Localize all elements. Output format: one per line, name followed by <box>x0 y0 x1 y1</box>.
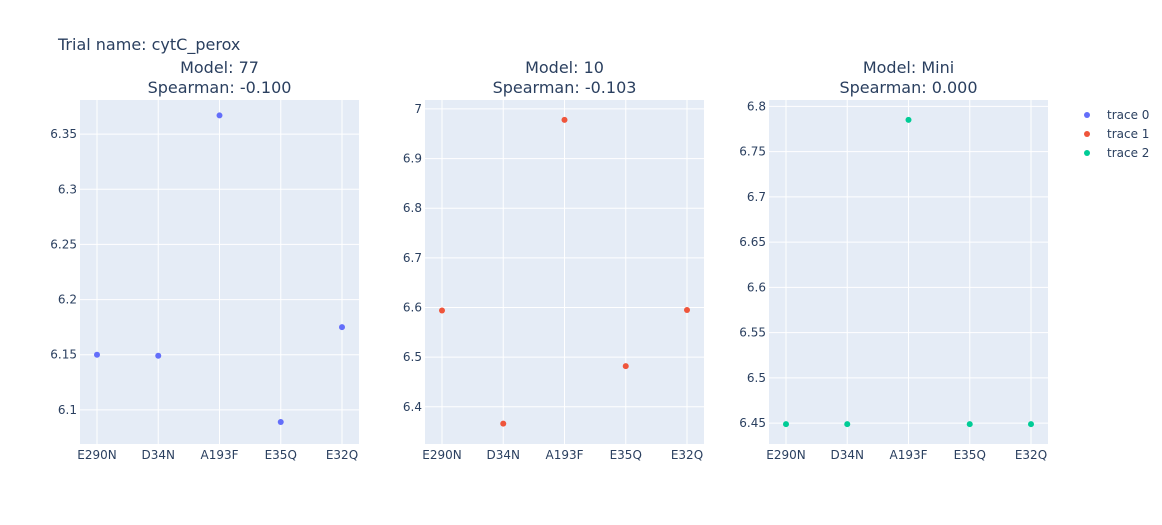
y-tick-label: 6.5 <box>403 350 422 364</box>
subplot-title: Model: Mini <box>863 58 954 77</box>
y-tick-label: 6.4 <box>403 400 422 414</box>
y-tick-label: 6.3 <box>58 182 77 196</box>
x-tick-label: E32Q <box>671 448 703 462</box>
y-tick-label: 6.75 <box>739 145 766 159</box>
y-tick-label: 6.8 <box>403 201 422 215</box>
legend-item-trace-1[interactable]: trace 1 <box>1084 127 1149 141</box>
data-point-A193F[interactable] <box>561 116 568 123</box>
data-point-A193F[interactable] <box>216 112 223 119</box>
x-tick-label: E290N <box>422 448 461 462</box>
x-tick-label: E290N <box>77 448 116 462</box>
data-point-E32Q[interactable] <box>1028 421 1034 428</box>
y-tick-label: 6.7 <box>403 251 422 265</box>
x-tick-label: E35Q <box>265 448 297 462</box>
legend-label: trace 1 <box>1107 127 1149 141</box>
legend-marker <box>1084 150 1090 156</box>
subplot-title: Model: 10 <box>525 58 604 77</box>
subplot-1: 6.1 6.15 6.2 6.25 6.3 6.35 E290N D34N A193F E35Q E… <box>50 58 359 462</box>
x-tick-label: A193F <box>545 448 583 462</box>
legend-item-trace-2[interactable]: trace 2 <box>1084 146 1149 160</box>
x-tick-label: D34N <box>142 448 176 462</box>
subplot-3: 6.45 6.5 6.55 6.6 6.65 6.7 6.75 6.8 E290N D34N A19… <box>739 58 1048 462</box>
data-point-E290N[interactable] <box>439 307 445 314</box>
x-tick-label: E290N <box>766 448 805 462</box>
y-tick-label: 6.5 <box>747 371 766 385</box>
subplot-subtitle: Spearman: 0.000 <box>839 78 977 97</box>
subplot-subtitle: Spearman: -0.103 <box>493 78 637 97</box>
legend-item-trace-0[interactable]: trace 0 <box>1084 108 1149 122</box>
legend-label: trace 0 <box>1107 108 1149 122</box>
y-tick-label: 6.8 <box>747 99 766 113</box>
subplots: 6.1 6.15 6.2 6.25 6.3 6.35 E290N D34N A193F E35Q E… <box>50 58 1048 462</box>
x-tick-label: D34N <box>487 448 521 462</box>
figure-title: Trial name: cytC_perox <box>57 35 240 55</box>
data-point-E35Q[interactable] <box>277 418 284 425</box>
subplot-title: Model: 77 <box>180 58 259 77</box>
data-point-D34N[interactable] <box>500 420 507 427</box>
y-tick-label: 6.45 <box>739 416 766 430</box>
y-tick-label: 6.55 <box>739 326 766 340</box>
x-tick-label: E35Q <box>954 448 986 462</box>
x-tick-label: E35Q <box>610 448 642 462</box>
y-tick-label: 6.65 <box>739 235 766 249</box>
y-tick-label: 7 <box>414 102 422 116</box>
subplot-subtitle: Spearman: -0.100 <box>148 78 292 97</box>
data-point-E35Q[interactable] <box>622 363 629 370</box>
y-tick-label: 6.6 <box>747 280 766 294</box>
data-point-E32Q[interactable] <box>339 324 345 331</box>
data-point-E32Q[interactable] <box>684 306 690 313</box>
y-tick-label: 6.25 <box>50 237 77 251</box>
data-point-E290N[interactable] <box>94 351 100 358</box>
x-tick-label: E32Q <box>1015 448 1047 462</box>
y-tick-label: 6.9 <box>403 152 422 166</box>
subplot-2: 6.4 6.5 6.6 6.7 6.8 6.9 7 E290N D34N A193F E35Q E32… <box>403 58 704 462</box>
data-point-D34N[interactable] <box>844 421 851 428</box>
x-tick-label: E32Q <box>326 448 358 462</box>
x-tick-label: A193F <box>200 448 238 462</box>
x-tick-label: A193F <box>889 448 927 462</box>
y-tick-label: 6.2 <box>58 293 77 307</box>
data-point-A193F[interactable] <box>905 116 912 123</box>
legend-marker <box>1084 112 1090 118</box>
y-tick-label: 6.1 <box>58 403 77 417</box>
data-point-D34N[interactable] <box>155 352 162 359</box>
data-point-E290N[interactable] <box>783 421 789 428</box>
y-tick-label: 6.6 <box>403 300 422 314</box>
x-tick-label: D34N <box>831 448 865 462</box>
legend-marker <box>1084 131 1090 137</box>
y-tick-label: 6.7 <box>747 190 766 204</box>
legend[interactable]: trace 0 trace 1 trace 2 <box>1084 108 1149 160</box>
legend-label: trace 2 <box>1107 146 1149 160</box>
data-point-E35Q[interactable] <box>966 421 973 428</box>
y-tick-label: 6.35 <box>50 127 77 141</box>
y-tick-label: 6.15 <box>50 348 77 362</box>
